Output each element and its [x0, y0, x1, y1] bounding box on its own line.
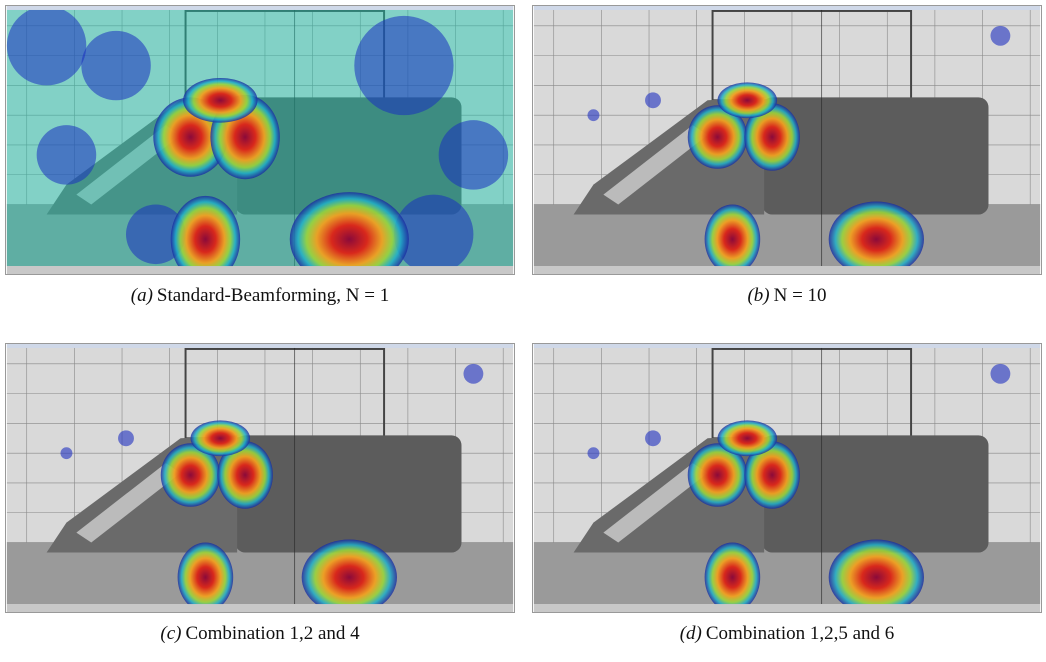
noise-blob: [394, 194, 474, 274]
heat-spot: [177, 542, 234, 612]
title-bar: [6, 344, 514, 348]
heat-spot: [160, 443, 221, 507]
floor: [533, 542, 1041, 605]
noise-blob: [438, 120, 509, 190]
noise-blob: [81, 30, 151, 101]
noise-blob: [126, 204, 186, 265]
caption: (d) Combination 1,2,5 and 6: [532, 623, 1042, 645]
heat-spot: [217, 441, 273, 509]
caption-label: (d): [679, 623, 702, 644]
panel: (a) Standard-Beamforming, N = 1: [5, 5, 515, 307]
noise-blob: [587, 447, 600, 460]
heat-spot: [744, 103, 800, 171]
acoustic-map: [5, 5, 515, 275]
train-body: [235, 97, 462, 215]
panel: (d) Combination 1,2,5 and 6: [532, 343, 1042, 645]
status-bar: [533, 266, 1041, 274]
noise-blob: [6, 6, 87, 86]
noise-blob: [463, 363, 484, 384]
status-bar: [533, 604, 1041, 612]
title-bar: [533, 344, 1041, 348]
heat-spot: [183, 77, 258, 123]
heat-spot: [828, 201, 924, 274]
train-window: [603, 125, 708, 205]
heat-spot: [289, 192, 409, 274]
floor: [6, 542, 514, 605]
caption: (b) N = 10: [532, 285, 1042, 307]
caption-label: (b): [747, 285, 770, 306]
caption: (c) Combination 1,2 and 4: [5, 623, 515, 645]
heat-spot: [301, 539, 397, 612]
title-bar: [533, 6, 1041, 10]
caption-text: Combination 1,2,5 and 6: [705, 623, 895, 644]
noise-blob: [645, 430, 661, 447]
acoustic-map: [532, 343, 1042, 613]
noise-blob: [990, 25, 1011, 46]
noise-blob: [118, 430, 134, 447]
heat-spot: [704, 204, 761, 274]
heat-spot: [704, 542, 761, 612]
caption-text: N = 10: [773, 285, 827, 306]
caption-label: (c): [160, 623, 182, 644]
acoustic-map: [5, 343, 515, 613]
train-body: [762, 435, 989, 553]
noise-blob: [587, 109, 600, 122]
noise-blob: [36, 125, 97, 185]
heat-spot: [687, 443, 748, 507]
train-body: [235, 435, 462, 553]
train-window: [603, 463, 708, 543]
noise-blob: [990, 363, 1011, 384]
heat-spot: [828, 539, 924, 612]
noise-blob: [645, 92, 661, 109]
heat-spot: [687, 105, 748, 169]
caption-text: Standard-Beamforming, N = 1: [156, 285, 390, 306]
title-bar: [6, 6, 514, 10]
floor: [533, 204, 1041, 267]
noise-blob: [354, 15, 454, 116]
heat-spot: [190, 420, 251, 457]
status-bar: [6, 604, 514, 612]
heat-spot: [717, 82, 778, 119]
heat-spot: [170, 195, 241, 274]
caption-label: (a): [130, 285, 153, 306]
status-bar: [6, 266, 514, 274]
heat-spot: [744, 441, 800, 509]
caption-text: Combination 1,2 and 4: [185, 623, 360, 644]
noise-blob: [60, 447, 73, 460]
acoustic-map: [532, 5, 1042, 275]
train-window: [76, 463, 181, 543]
heat-spot: [717, 420, 778, 457]
caption: (a) Standard-Beamforming, N = 1: [5, 285, 515, 307]
panel: (b) N = 10: [532, 5, 1042, 307]
train-body: [762, 97, 989, 215]
panel: (c) Combination 1,2 and 4: [5, 343, 515, 645]
